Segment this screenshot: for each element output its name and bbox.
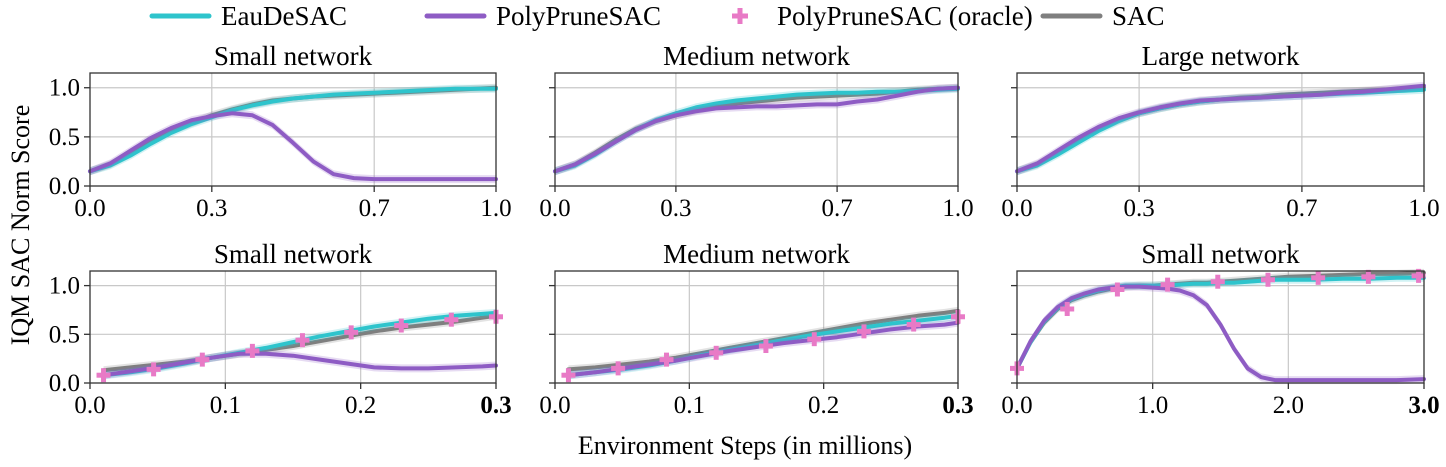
y-tick-label: 1.0 [49,273,80,300]
plot-frame [554,270,959,384]
legend: EauDeSAC PolyPruneSAC PolyPruneSAC (oracle… [149,1,1165,31]
chart-panel: Large network 0.0 0.3 0.7 1.0 [1001,41,1439,222]
oracle-point [611,361,626,376]
oracle-point [96,368,111,383]
y-tick-label: 0.0 [49,173,80,200]
oracle-point [1210,274,1225,289]
oracle-point [444,312,459,327]
oracle-point [295,333,310,348]
series-line [88,111,498,182]
series-band [90,109,496,184]
panel-title: Small network [1141,239,1300,269]
oracle-point [245,343,260,358]
oracle-point [906,317,921,332]
x-tick-label: 0.3 [196,195,227,222]
oracle-point [856,324,871,339]
x-tick-label: 0.0 [539,392,570,419]
oracle-point [195,352,210,367]
series-line [88,86,498,174]
x-tick-label: 0.3 [1123,195,1154,222]
y-tick-label: 1.0 [49,75,80,102]
plot-frame [1016,72,1425,187]
x-tick-label: 0.0 [1001,392,1032,419]
x-axis-label: Environment Steps (in millions) [578,431,912,460]
panel-title: Medium network [663,41,850,71]
series-line [101,351,498,378]
x-tick-label: 1.0 [1408,195,1439,222]
panel-title: Large network [1142,41,1300,71]
chart-panel: Small network 0.0 0.5 1.0 0.0 0.3 0.7 1.0 [49,41,512,222]
oracle-point [1260,272,1275,287]
x-tick-label: 1.0 [942,195,973,222]
x-tick-label: 0.7 [821,195,852,222]
oracle-point [1160,277,1175,292]
oracle-point [1060,301,1075,316]
oracle-point [146,362,161,377]
chart-panel: Medium network 0.0 0.1 0.2 0.3 [539,239,973,419]
x-tick-label: 0.1 [674,392,705,419]
x-tick-label: 0.0 [74,392,105,419]
y-tick-label: 0.0 [49,370,80,397]
legend-label: SAC [1112,1,1165,31]
plot-frame [554,72,959,187]
legend-item: PolyPruneSAC (oracle) [732,1,1033,31]
x-tick-label: 0.7 [1286,195,1317,222]
x-tick-label: 0.2 [345,392,376,419]
x-tick-label: 0.7 [359,195,390,222]
series-line [1015,284,1426,383]
panel-title: Medium network [663,239,850,269]
oracle-point [1361,269,1376,284]
series-line [553,85,960,174]
x-tick-label: 2.0 [1273,392,1304,419]
legend-label: PolyPruneSAC (oracle) [777,1,1033,31]
chart-panel: Medium network 0.0 0.3 0.7 1.0 [539,41,973,222]
panel-title: Small network [214,239,373,269]
panel-title: Small network [214,41,373,71]
y-tick-label: 0.5 [49,321,80,348]
chart-panel: Small network 0.0 1.0 2.0 3.0 [1001,239,1439,419]
plot-frame [89,72,497,187]
legend-label: EauDeSAC [221,1,347,31]
x-tick-label: 0.1 [210,392,241,419]
oracle-point [344,325,359,340]
plot-frame [1016,270,1425,384]
oracle-point [1110,282,1125,297]
x-tick-label: 1.0 [480,195,511,222]
oracle-point [709,345,724,360]
oracle-point [394,318,409,333]
series-band [103,349,496,380]
x-tick-label: 3.0 [1408,392,1439,419]
series-line [1015,83,1426,174]
legend-label: PolyPruneSAC [496,1,661,31]
oracle-point [1311,270,1326,285]
x-tick-label: 0.3 [942,392,973,419]
y-tick-label: 0.5 [49,124,80,151]
oracle-point [807,332,822,347]
oracle-point [758,338,773,353]
x-tick-label: 1.0 [1137,392,1168,419]
oracle-point [561,368,576,383]
x-tick-label: 0.3 [660,195,691,222]
legend-item: EauDeSAC [149,1,347,31]
chart-panel: Small network 0.0 0.5 1.0 0.0 0.1 0.2 0.3 [49,239,512,419]
plot-frame [89,270,497,384]
x-tick-label: 0.2 [808,392,839,419]
y-axis-label: IQM SAC Norm Score [6,105,35,346]
oracle-point [659,352,674,367]
x-tick-label: 0.3 [480,392,511,419]
x-tick-label: 0.0 [539,195,570,222]
legend-item: PolyPruneSAC [424,1,661,31]
x-tick-label: 0.0 [74,195,105,222]
x-tick-label: 0.0 [1001,195,1032,222]
legend-item: SAC [1040,1,1165,31]
